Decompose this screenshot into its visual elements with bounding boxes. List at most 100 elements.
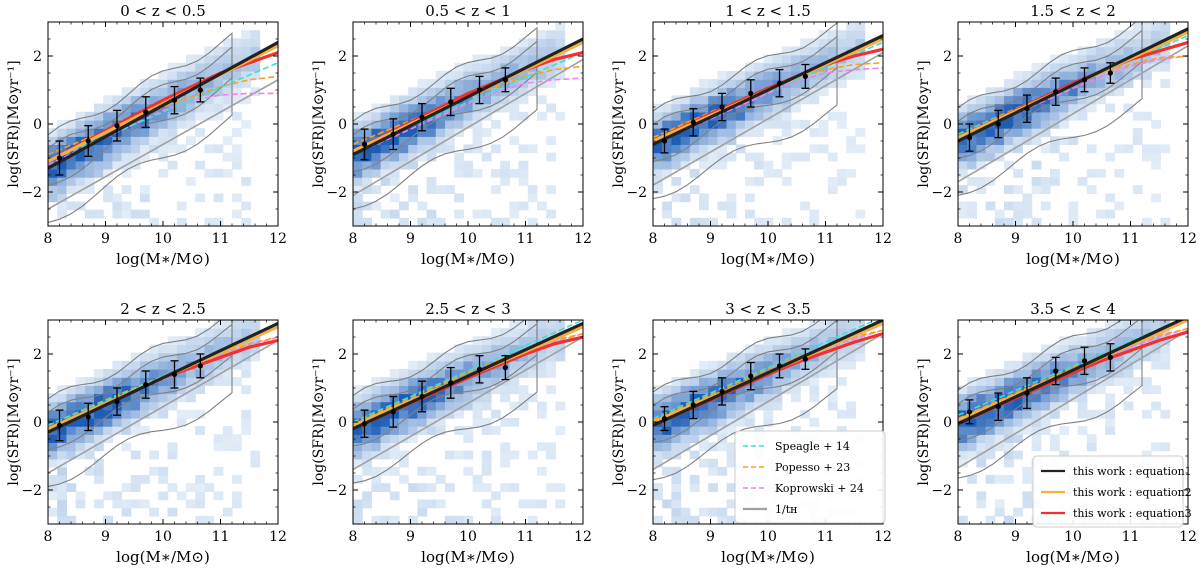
- x-tick-label: 11: [212, 529, 230, 545]
- x-axis-label: log(M∗/M⊙): [421, 250, 515, 268]
- binned-point: [113, 387, 121, 416]
- series-line-popesso-23: [353, 65, 583, 146]
- x-tick-label: 10: [459, 529, 477, 545]
- binned-point: [446, 87, 455, 117]
- panel-4: 8 9 10 11 12 −2 0 2 1.5 < z < 2 log(M∗/M⊙) log(SFR…: [916, 2, 1197, 268]
- plot-area: [958, 22, 1188, 226]
- series-line-this-work-equation1: [653, 320, 883, 427]
- y-tick-label: −2: [626, 185, 647, 201]
- binned-point: [1080, 67, 1089, 93]
- legend-label: this work : equation1: [1073, 465, 1192, 478]
- plot-area: [48, 30, 278, 226]
- series-line-this-work-equation1: [48, 40, 278, 170]
- x-tick-label: 8: [349, 231, 358, 247]
- binned-point: [501, 355, 510, 381]
- binned-point: [84, 125, 93, 157]
- y-tick-label: 2: [338, 49, 347, 65]
- x-tick-label: 12: [269, 231, 287, 247]
- binned-point: [1023, 94, 1031, 123]
- x-tick-label: 8: [649, 529, 658, 545]
- x-axis-label: log(M∗/M⊙): [421, 548, 515, 566]
- plot-area: [958, 320, 1188, 524]
- binned-point: [775, 68, 784, 98]
- binned-point: [55, 140, 64, 176]
- panel-5: 8 9 10 11 12 −2 0 2 2 < z < 2.5 log(M∗/M⊙) log(SFR…: [6, 300, 287, 566]
- y-axis-label: log(SFR)[M⊙yr⁻¹]: [6, 60, 22, 187]
- binned-point: [775, 353, 784, 379]
- binned-point: [170, 85, 179, 115]
- series-line-1-t-h: [353, 336, 583, 471]
- panel-title: 2 < z < 2.5: [120, 300, 206, 318]
- legend-label: Popesso + 23: [775, 461, 850, 474]
- binned-point: [994, 392, 1003, 421]
- binned-point: [501, 67, 510, 93]
- y-tick-label: −2: [931, 483, 952, 499]
- series-line-speagle-14: [48, 62, 278, 163]
- x-tick-label: 9: [706, 231, 715, 247]
- series-line-1-t-h: [958, 329, 1188, 469]
- density-contours: [353, 320, 538, 484]
- x-tick-label: 10: [1064, 529, 1082, 545]
- binned-point: [1106, 62, 1115, 84]
- y-tick-label: 2: [943, 49, 952, 65]
- series-line-1-t-h: [958, 45, 1188, 183]
- binned-point: [801, 63, 810, 89]
- x-axis-label: log(M∗/M⊙): [1026, 548, 1120, 566]
- panel-title: 0.5 < z < 1: [425, 2, 511, 20]
- y-axis-label: log(SFR)[M⊙yr⁻¹]: [6, 358, 22, 485]
- series-line-1-t-h: [653, 332, 883, 471]
- x-tick-label: 10: [154, 231, 172, 247]
- series-line-popesso-23: [48, 75, 278, 156]
- binned-point: [801, 348, 810, 370]
- x-axis-label: log(M∗/M⊙): [721, 548, 815, 566]
- density-contours: [653, 320, 838, 481]
- binned-point: [689, 108, 698, 137]
- series-line-1-t-h: [48, 339, 278, 474]
- x-axis-label: log(M∗/M⊙): [116, 548, 210, 566]
- binned-point: [994, 109, 1003, 139]
- series-line-speagle-14: [653, 320, 878, 420]
- plot-area: [48, 320, 278, 524]
- panel-title: 0 < z < 0.5: [120, 2, 206, 20]
- y-axis-label: log(SFR)[M⊙yr⁻¹]: [916, 60, 932, 187]
- y-tick-label: 0: [338, 117, 347, 133]
- x-tick-label: 12: [574, 231, 592, 247]
- series-line-this-work-equation1: [48, 321, 278, 434]
- series-line-koprowski-24: [353, 77, 583, 156]
- panel-title: 3.5 < z < 4: [1030, 300, 1116, 318]
- binned-point: [1051, 77, 1060, 106]
- binned-point: [1106, 343, 1115, 372]
- binned-point: [170, 360, 179, 389]
- series-line-this-work-equation1: [653, 34, 883, 146]
- binned-point: [475, 355, 484, 384]
- x-axis-label: log(M∗/M⊙): [116, 250, 210, 268]
- x-tick-label: 9: [1011, 529, 1020, 545]
- series-line-1-t-h: [48, 79, 278, 210]
- legend-label: Koprowski + 24: [775, 482, 864, 495]
- y-tick-label: −2: [931, 185, 952, 201]
- x-tick-label: 12: [874, 231, 892, 247]
- x-tick-label: 11: [1122, 231, 1140, 247]
- y-tick-label: −2: [326, 185, 347, 201]
- density-contours: [48, 320, 233, 488]
- x-tick-label: 8: [954, 231, 963, 247]
- y-tick-label: 2: [338, 347, 347, 363]
- x-tick-label: 11: [212, 231, 230, 247]
- legend-literature: Speagle + 14 Popesso + 23 Koprowski + 24 1/…: [734, 430, 886, 524]
- series-line-1-t-h: [353, 58, 583, 197]
- y-axis-label: log(SFR)[M⊙yr⁻¹]: [916, 358, 932, 485]
- series-line-1-t-h: [653, 51, 883, 186]
- y-tick-label: 0: [943, 117, 952, 133]
- x-tick-label: 10: [459, 231, 477, 247]
- panel-title: 2.5 < z < 3: [425, 300, 511, 318]
- y-axis-label: log(SFR)[M⊙yr⁻¹]: [311, 358, 327, 485]
- binned-point: [418, 380, 426, 413]
- binned-point: [113, 109, 121, 142]
- x-tick-label: 8: [44, 529, 53, 545]
- y-tick-label: −2: [21, 185, 42, 201]
- panel-8: 8 9 10 11 12 −2 0 2 3.5 < z < 4 log(M∗/M⊙) log(SFR…: [916, 300, 1197, 566]
- x-tick-label: 11: [817, 231, 835, 247]
- x-tick-label: 11: [817, 529, 835, 545]
